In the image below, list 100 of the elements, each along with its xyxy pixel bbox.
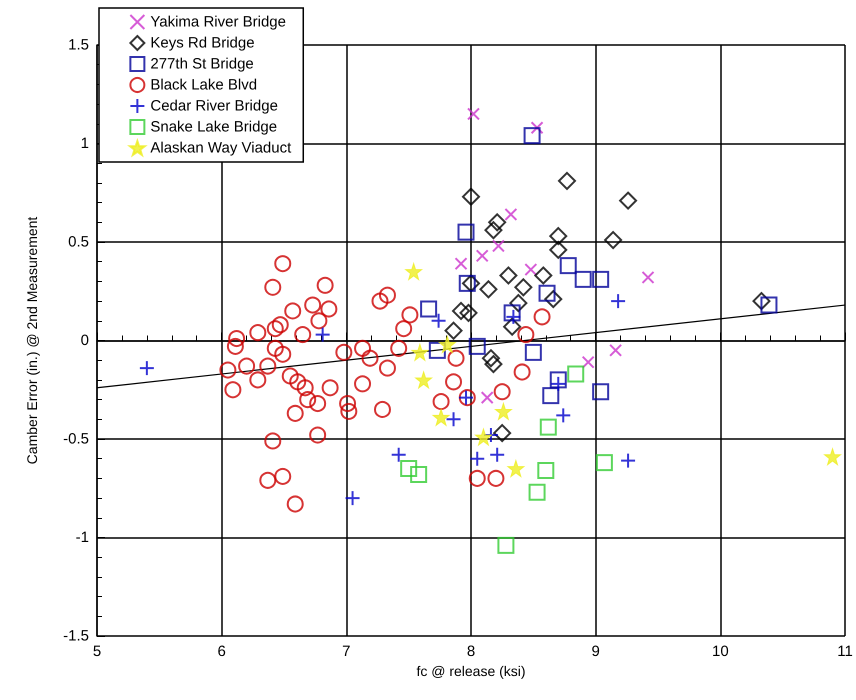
point xyxy=(544,290,562,308)
point xyxy=(484,221,502,240)
point xyxy=(505,308,522,325)
point xyxy=(372,292,388,310)
point xyxy=(482,349,500,368)
y-tick-label: 0.5 xyxy=(68,234,89,250)
point xyxy=(610,293,626,310)
legend-label: Alaskan Way Viaduct xyxy=(150,140,292,156)
x-tick-label: 7 xyxy=(342,643,351,660)
point xyxy=(438,336,456,353)
point xyxy=(339,395,356,412)
point xyxy=(509,294,528,312)
point xyxy=(430,312,447,329)
point xyxy=(530,121,544,134)
point xyxy=(274,346,292,363)
point xyxy=(574,270,592,288)
point xyxy=(378,286,396,304)
point xyxy=(549,240,568,259)
point xyxy=(405,263,422,280)
point xyxy=(228,330,246,348)
point xyxy=(344,490,361,506)
legend-label: Keys Rd Bridge xyxy=(150,34,255,52)
point xyxy=(524,344,542,361)
point xyxy=(514,278,532,296)
point xyxy=(445,373,462,390)
point xyxy=(479,280,498,298)
point xyxy=(309,395,326,412)
x-tick-label: 9 xyxy=(591,643,600,660)
point xyxy=(824,448,842,466)
legend-label: Yakima River Bridge xyxy=(150,14,286,30)
point xyxy=(474,428,492,446)
y-tick-label: 1.5 xyxy=(68,36,89,54)
point xyxy=(550,376,566,392)
legend-label: Black Lake Blvd xyxy=(150,76,258,94)
point xyxy=(492,239,505,252)
point xyxy=(310,312,328,330)
point xyxy=(432,408,450,426)
point xyxy=(476,249,489,262)
point xyxy=(452,302,470,320)
point xyxy=(460,304,478,322)
point xyxy=(528,484,546,501)
y-tick-label: 0 xyxy=(80,332,89,349)
x-tick-label: 5 xyxy=(92,643,102,660)
point xyxy=(374,400,391,418)
point xyxy=(494,383,511,400)
legend-label: Snake Lake Bridge xyxy=(150,118,278,136)
point xyxy=(284,302,302,320)
point xyxy=(362,350,379,367)
point xyxy=(304,296,322,314)
point xyxy=(390,340,408,357)
point xyxy=(468,338,486,355)
point xyxy=(488,213,506,232)
point xyxy=(448,350,465,367)
point xyxy=(514,364,531,381)
point xyxy=(462,188,480,206)
point xyxy=(504,304,521,322)
point xyxy=(620,452,636,469)
point xyxy=(534,266,552,284)
point xyxy=(335,344,352,361)
point xyxy=(249,324,266,342)
point xyxy=(274,255,292,272)
point xyxy=(609,344,622,357)
point xyxy=(524,127,541,144)
point xyxy=(282,367,299,384)
x-tick-label: 10 xyxy=(712,643,729,660)
point xyxy=(354,375,372,392)
point xyxy=(555,407,572,424)
point xyxy=(469,450,486,467)
point xyxy=(259,472,276,489)
point xyxy=(549,227,568,246)
legend-label: Cedar River Bridge xyxy=(150,98,278,114)
point xyxy=(507,460,524,478)
point xyxy=(458,274,476,292)
point xyxy=(286,496,304,513)
point xyxy=(760,296,778,314)
point xyxy=(289,373,306,390)
x-axis-title: fc @ release (ksi) xyxy=(416,662,526,679)
point xyxy=(494,402,512,420)
point xyxy=(446,411,462,428)
point xyxy=(320,300,338,318)
point xyxy=(354,340,372,357)
point xyxy=(266,340,284,357)
point xyxy=(226,338,244,355)
point xyxy=(487,470,504,487)
point xyxy=(642,270,655,284)
point xyxy=(264,278,282,296)
point xyxy=(420,300,438,318)
point xyxy=(550,371,567,388)
x-tick-label: 8 xyxy=(466,643,476,660)
point xyxy=(274,468,292,485)
point xyxy=(428,342,446,359)
point xyxy=(480,391,494,404)
point xyxy=(466,107,480,120)
point xyxy=(497,536,514,554)
point xyxy=(582,356,595,369)
point xyxy=(592,270,610,288)
y-tick-label: -0.5 xyxy=(63,430,89,448)
point xyxy=(316,276,334,294)
point xyxy=(493,424,512,442)
point xyxy=(444,322,463,340)
